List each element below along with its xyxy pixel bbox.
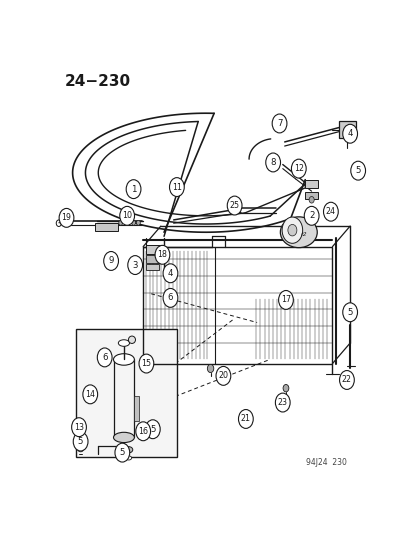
Circle shape [76, 442, 84, 452]
Text: 21: 21 [240, 415, 250, 423]
Circle shape [227, 196, 242, 215]
Text: 94J24  230: 94J24 230 [305, 458, 346, 467]
Text: 7: 7 [276, 119, 282, 128]
Circle shape [125, 220, 129, 225]
Text: 15: 15 [141, 359, 151, 368]
Text: 4: 4 [167, 269, 173, 278]
Text: 11: 11 [171, 183, 181, 191]
Bar [146, 264, 159, 270]
Bar [146, 245, 164, 254]
Circle shape [265, 153, 280, 172]
Circle shape [97, 348, 112, 367]
Text: 5: 5 [354, 166, 360, 175]
Circle shape [128, 256, 142, 274]
Circle shape [145, 420, 160, 439]
Ellipse shape [113, 432, 134, 442]
Text: 24: 24 [325, 207, 335, 216]
Text: 19: 19 [62, 213, 71, 222]
Text: 16: 16 [138, 427, 148, 436]
Text: 4: 4 [347, 129, 352, 138]
Text: 14: 14 [85, 390, 95, 399]
Text: 18: 18 [157, 251, 167, 259]
Text: 6: 6 [167, 293, 173, 302]
Circle shape [282, 384, 288, 392]
Circle shape [342, 124, 357, 143]
Text: 8: 8 [270, 158, 275, 167]
Ellipse shape [128, 336, 135, 343]
Circle shape [139, 354, 153, 373]
Circle shape [238, 409, 253, 429]
Circle shape [287, 224, 296, 236]
Circle shape [119, 220, 122, 225]
Circle shape [169, 177, 184, 197]
Text: 10: 10 [122, 211, 132, 220]
Circle shape [155, 245, 169, 264]
Text: 25: 25 [229, 201, 239, 210]
Circle shape [104, 252, 118, 270]
Circle shape [83, 385, 97, 404]
Circle shape [163, 264, 178, 282]
Text: 12: 12 [293, 164, 303, 173]
Circle shape [115, 443, 129, 462]
Circle shape [135, 422, 150, 441]
Circle shape [71, 418, 86, 437]
Ellipse shape [118, 340, 129, 346]
Text: 5: 5 [119, 448, 125, 457]
Text: 3: 3 [132, 261, 138, 270]
Text: 5: 5 [150, 425, 155, 434]
Circle shape [350, 161, 365, 180]
Circle shape [281, 217, 302, 243]
Bar [143, 247, 332, 364]
Circle shape [342, 303, 357, 322]
Text: 24−230: 24−230 [64, 74, 131, 89]
Circle shape [278, 290, 293, 309]
Text: 13: 13 [74, 423, 84, 432]
Text: 9: 9 [108, 256, 114, 265]
Ellipse shape [113, 354, 134, 365]
Bar [146, 255, 160, 263]
Bar [338, 122, 355, 138]
Text: 5: 5 [78, 437, 83, 446]
Circle shape [291, 159, 306, 178]
Bar [133, 397, 138, 421]
Text: 2: 2 [308, 211, 313, 220]
Text: 22: 22 [341, 375, 351, 384]
Bar [95, 223, 117, 231]
Circle shape [73, 432, 88, 451]
Text: r2: r2 [299, 232, 306, 237]
Circle shape [275, 393, 290, 412]
Circle shape [309, 197, 313, 203]
Circle shape [126, 180, 140, 199]
Text: 23: 23 [277, 398, 287, 407]
Circle shape [339, 370, 354, 390]
Circle shape [207, 365, 213, 373]
Circle shape [119, 206, 134, 225]
Circle shape [304, 206, 318, 225]
Circle shape [136, 220, 140, 225]
Circle shape [323, 202, 337, 221]
Text: 20: 20 [218, 372, 228, 381]
Circle shape [163, 288, 178, 308]
Text: 17: 17 [280, 295, 290, 304]
Text: 1: 1 [131, 184, 136, 193]
Ellipse shape [126, 456, 131, 460]
Bar [76, 329, 176, 457]
Circle shape [59, 208, 74, 227]
Circle shape [271, 114, 286, 133]
Ellipse shape [120, 450, 127, 456]
Ellipse shape [124, 447, 133, 453]
Circle shape [131, 220, 135, 225]
Bar [304, 180, 317, 188]
Text: 6: 6 [102, 353, 107, 362]
Bar [304, 192, 317, 199]
Ellipse shape [280, 217, 316, 248]
Text: 5: 5 [347, 308, 352, 317]
Circle shape [216, 366, 230, 385]
